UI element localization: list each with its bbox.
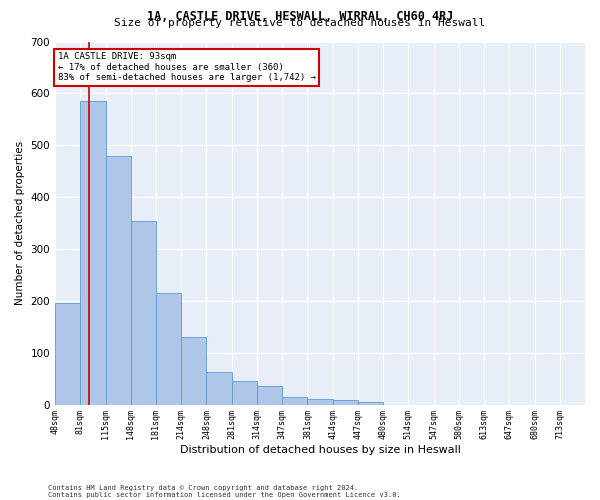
Bar bbox=[332, 400, 358, 404]
Bar bbox=[282, 397, 307, 404]
Text: 1A, CASTLE DRIVE, HESWALL, WIRRAL, CH60 4RJ: 1A, CASTLE DRIVE, HESWALL, WIRRAL, CH60 … bbox=[147, 10, 453, 23]
Bar bbox=[358, 402, 383, 404]
Text: 1A CASTLE DRIVE: 93sqm
← 17% of detached houses are smaller (360)
83% of semi-de: 1A CASTLE DRIVE: 93sqm ← 17% of detached… bbox=[58, 52, 316, 82]
Bar bbox=[206, 372, 232, 404]
Text: Contains HM Land Registry data © Crown copyright and database right 2024.: Contains HM Land Registry data © Crown c… bbox=[48, 485, 358, 491]
Bar bbox=[232, 381, 257, 404]
Bar bbox=[156, 293, 181, 405]
Bar bbox=[106, 156, 131, 404]
Bar bbox=[257, 386, 282, 404]
Text: Size of property relative to detached houses in Heswall: Size of property relative to detached ho… bbox=[115, 18, 485, 28]
Text: Contains public sector information licensed under the Open Government Licence v3: Contains public sector information licen… bbox=[48, 492, 401, 498]
Bar bbox=[181, 337, 206, 404]
Bar bbox=[55, 304, 80, 404]
Y-axis label: Number of detached properties: Number of detached properties bbox=[15, 141, 25, 305]
Bar bbox=[131, 222, 156, 404]
Bar bbox=[307, 400, 332, 404]
X-axis label: Distribution of detached houses by size in Heswall: Distribution of detached houses by size … bbox=[179, 445, 460, 455]
Bar bbox=[80, 101, 106, 404]
